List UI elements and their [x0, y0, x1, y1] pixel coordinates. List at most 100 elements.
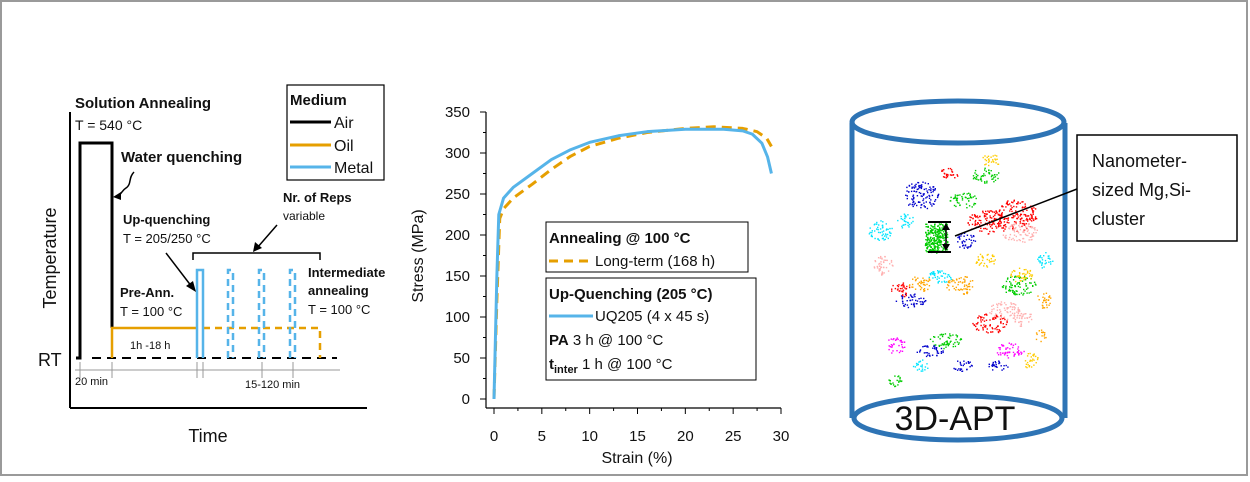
atom [986, 266, 989, 268]
y-tick-label: 150 [445, 268, 470, 285]
atom [935, 347, 938, 350]
atom [1012, 291, 1014, 293]
atom [899, 290, 901, 292]
atom [907, 214, 909, 216]
atom [906, 197, 908, 200]
atom [962, 244, 965, 246]
atom [936, 244, 939, 246]
legend-label-long-term: Long-term (168 h) [595, 253, 715, 270]
atom [934, 200, 936, 202]
atom [1022, 294, 1024, 296]
atom-cluster [908, 276, 931, 292]
atom [1041, 259, 1044, 261]
atom [923, 205, 925, 207]
atom [927, 241, 929, 244]
atom [941, 335, 944, 338]
atom [931, 243, 933, 245]
callout-line-3: cluster [1092, 209, 1145, 229]
atom [1010, 205, 1012, 207]
atom [925, 243, 928, 246]
atom [934, 188, 936, 190]
atom [1006, 202, 1008, 204]
atom [912, 286, 914, 288]
atom [911, 183, 913, 185]
atom [922, 346, 924, 348]
atom [902, 347, 904, 349]
atom [989, 324, 991, 326]
atom-cluster [888, 337, 906, 354]
atom [913, 304, 915, 306]
atom [881, 273, 883, 275]
atom [1043, 337, 1046, 339]
atom [968, 238, 970, 240]
atom [1046, 306, 1048, 309]
atom [913, 196, 915, 199]
measured-cluster [925, 223, 949, 253]
atom [927, 232, 929, 234]
atom [992, 318, 994, 320]
atom [898, 344, 900, 347]
atom [942, 237, 944, 239]
atom [933, 250, 935, 252]
atom [912, 365, 915, 368]
atom [966, 246, 968, 248]
atom [969, 288, 971, 291]
atom [1044, 297, 1046, 299]
atom [1003, 326, 1006, 328]
atom [980, 227, 982, 229]
atom [884, 238, 886, 241]
atom-clusters [868, 154, 1054, 388]
atom [881, 227, 884, 229]
atom [897, 384, 899, 386]
atom [960, 277, 962, 279]
atom [995, 317, 997, 320]
atom [1003, 316, 1006, 318]
atom [1047, 299, 1050, 301]
atom [943, 342, 946, 344]
atom [1021, 280, 1024, 282]
y-tick-label: 250 [445, 186, 470, 203]
atom [983, 262, 986, 265]
atom [970, 245, 972, 247]
atom [926, 247, 928, 250]
atom [1011, 306, 1014, 308]
atom [965, 288, 967, 290]
atom-cluster [868, 220, 893, 241]
atom [891, 352, 893, 354]
atom [1011, 284, 1013, 286]
atom [1006, 308, 1008, 310]
atom [959, 204, 961, 206]
atom [1042, 296, 1044, 298]
atom [923, 345, 926, 347]
atom [968, 362, 970, 364]
atom [907, 306, 910, 309]
atom [1035, 338, 1038, 341]
atom [1037, 295, 1039, 297]
atom [1019, 218, 1022, 220]
atom [927, 288, 929, 291]
atom [913, 190, 915, 192]
atom [889, 263, 891, 265]
atom [985, 210, 987, 213]
atom [1016, 317, 1018, 319]
atom [946, 276, 949, 278]
atom [996, 158, 998, 160]
atom [893, 343, 895, 345]
atom [1036, 229, 1038, 231]
atom [925, 242, 928, 244]
atom [925, 345, 927, 347]
atom [937, 249, 939, 252]
atom [943, 280, 946, 282]
atom [974, 169, 977, 172]
atom [1000, 322, 1002, 324]
atom [943, 343, 945, 345]
atom [983, 320, 986, 322]
atom [1022, 220, 1024, 222]
atom [919, 288, 922, 291]
atom [900, 215, 902, 218]
metal-profile-repeats [226, 268, 297, 358]
atom [984, 167, 986, 169]
atom [915, 299, 917, 302]
atom [946, 341, 948, 343]
atom [984, 227, 987, 230]
